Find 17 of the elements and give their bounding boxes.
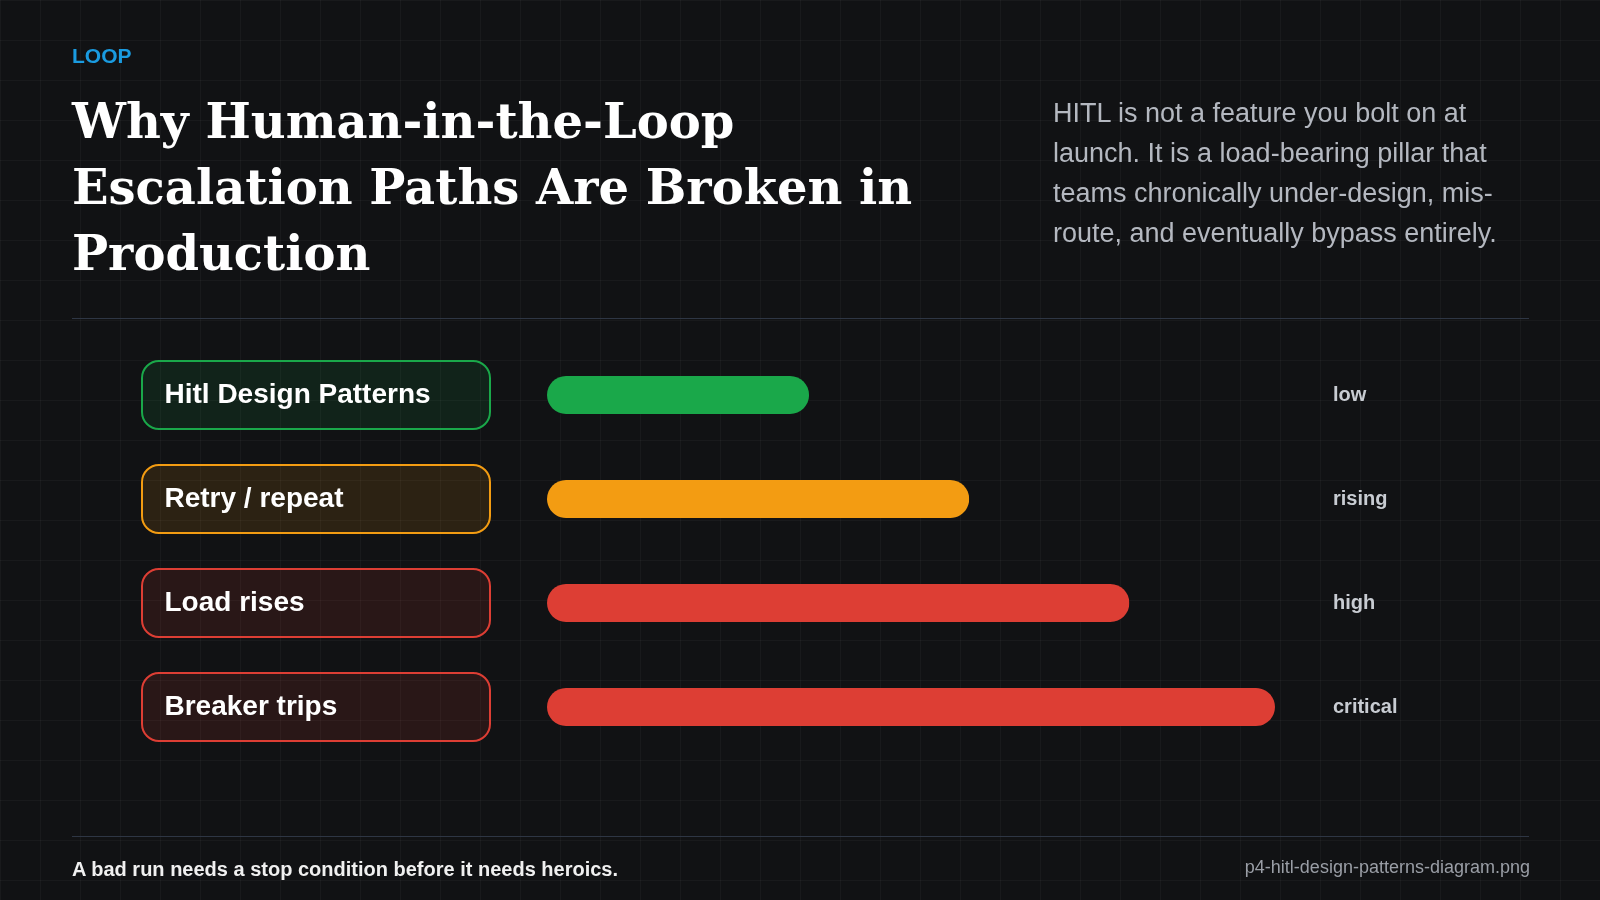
text: rising [1333,487,1388,509]
bar [547,584,1130,622]
text: critical [1333,695,1398,717]
chart-title: Why Human-in-the-Loop Escalation Paths Are Broken in Production [72,92,914,283]
bar [547,480,970,518]
text: high [1333,591,1376,613]
bar [547,688,1275,726]
y-tick-label: Load rises [164,586,305,617]
bar [547,376,810,414]
text: LOOP [72,44,132,68]
y-tick-label: Breaker trips [164,690,338,721]
text: p4-hitl-design-patterns-diagram.png [1244,857,1530,878]
chart-subtitle: HITL is not a feature you bolt on at launch. It is a load-bearing pillar that teams chronically under-design, mis-route, and eventually bypass entirely. [1053,97,1498,250]
text: low [1333,383,1367,405]
y-tick-label: Hitl Design Patterns [164,378,431,409]
text: A bad run needs a stop condition before it needs heroics. [72,858,619,881]
y-tick-label: Retry / repeat [164,482,344,513]
